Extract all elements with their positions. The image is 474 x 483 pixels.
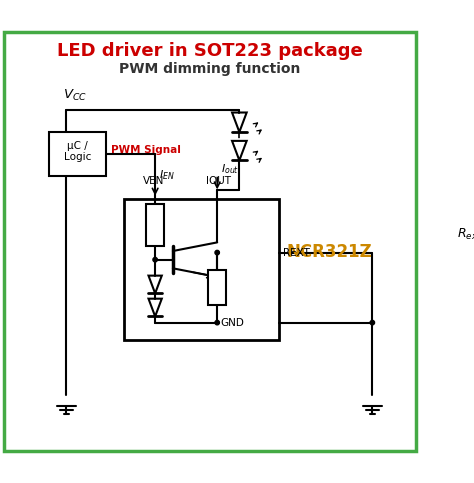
Text: VEN: VEN: [143, 176, 164, 186]
Text: LED driver in SOT223 package: LED driver in SOT223 package: [57, 43, 363, 60]
Bar: [450, 245, 474, 260]
Bar: [49, 132, 106, 176]
Circle shape: [370, 320, 374, 325]
Bar: [146, 204, 164, 246]
Bar: [124, 199, 279, 341]
Bar: [209, 270, 226, 305]
Text: NCR321Z: NCR321Z: [286, 242, 372, 261]
Circle shape: [215, 320, 219, 325]
Text: $I_{out}$: $I_{out}$: [221, 162, 239, 176]
Text: μC /
Logic: μC / Logic: [64, 141, 91, 162]
Text: REXT: REXT: [283, 248, 310, 257]
Text: $R_{ext}$: $R_{ext}$: [456, 227, 474, 242]
Text: GND: GND: [221, 318, 245, 327]
Text: $I_{EN}$: $I_{EN}$: [159, 169, 174, 183]
Circle shape: [215, 250, 219, 255]
Text: PWM Signal: PWM Signal: [111, 145, 181, 155]
Text: $V_{CC}$: $V_{CC}$: [63, 87, 87, 103]
Text: PWM dimming function: PWM dimming function: [119, 62, 301, 76]
Text: IOUT: IOUT: [207, 176, 231, 186]
Circle shape: [153, 257, 157, 262]
